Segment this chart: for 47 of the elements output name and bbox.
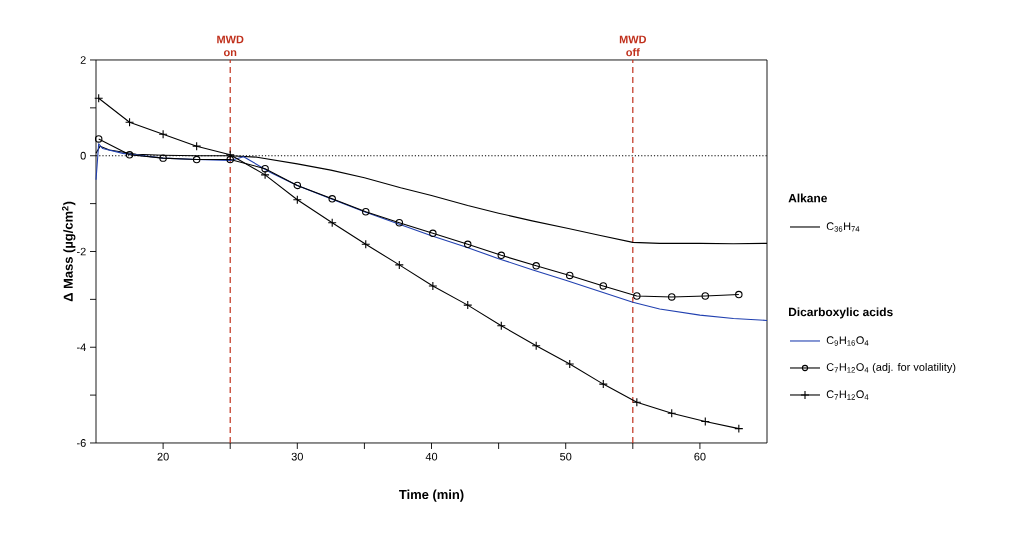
point <box>226 155 234 164</box>
y-tick-label: 2 <box>80 56 86 64</box>
point <box>362 208 370 216</box>
point <box>565 359 575 369</box>
legend-label: C$_{9}$H$_{16}$O$_{4}$ <box>826 336 869 346</box>
legend-label: C$_{36}$H$_{74}$ <box>826 222 860 232</box>
point <box>94 135 103 143</box>
point <box>566 271 574 280</box>
point <box>192 155 201 164</box>
point <box>532 262 540 270</box>
point <box>497 251 506 260</box>
point <box>395 219 404 227</box>
y-tick-label: -2 <box>76 247 86 256</box>
y-tick-label: 0 <box>80 151 86 160</box>
point <box>429 229 437 238</box>
point <box>158 129 168 139</box>
point <box>159 154 167 162</box>
x-tick-label: 20 <box>157 452 169 461</box>
point <box>125 151 134 159</box>
point <box>394 260 404 270</box>
y-tick-label: -6 <box>76 439 86 447</box>
x-tick-label: 50 <box>560 452 572 461</box>
text: Dicarboxylic acids <box>789 307 893 319</box>
point <box>328 195 336 203</box>
legend-label: C$_{7}$H$_{12}$O$_{4}$ (adj. for volatility) <box>826 362 956 374</box>
point <box>701 292 710 300</box>
point <box>260 170 270 180</box>
point <box>599 282 608 290</box>
point <box>735 290 743 299</box>
x-axis-title: Time (min) <box>399 489 464 502</box>
ref-line-label: MWD off <box>619 35 647 57</box>
x-tick-label: 60 <box>694 452 706 461</box>
legend-title: Alkane <box>788 193 827 203</box>
point <box>463 300 473 310</box>
point <box>633 292 641 300</box>
x-tick-label: 30 <box>291 452 303 461</box>
point <box>428 281 438 291</box>
point <box>667 293 676 301</box>
y-axis-title: Δ Mass (µg/cm$^{2}$) <box>62 201 76 302</box>
point <box>293 181 302 190</box>
point <box>598 379 608 389</box>
legend-label: C$_{7}$H$_{12}$O$_{4}$ <box>826 390 869 400</box>
point <box>464 240 472 249</box>
y-tick-label: -4 <box>76 343 86 352</box>
ref-line-label: MWD on <box>217 35 244 57</box>
x-tick-label: 40 <box>425 452 438 461</box>
point <box>261 164 269 173</box>
